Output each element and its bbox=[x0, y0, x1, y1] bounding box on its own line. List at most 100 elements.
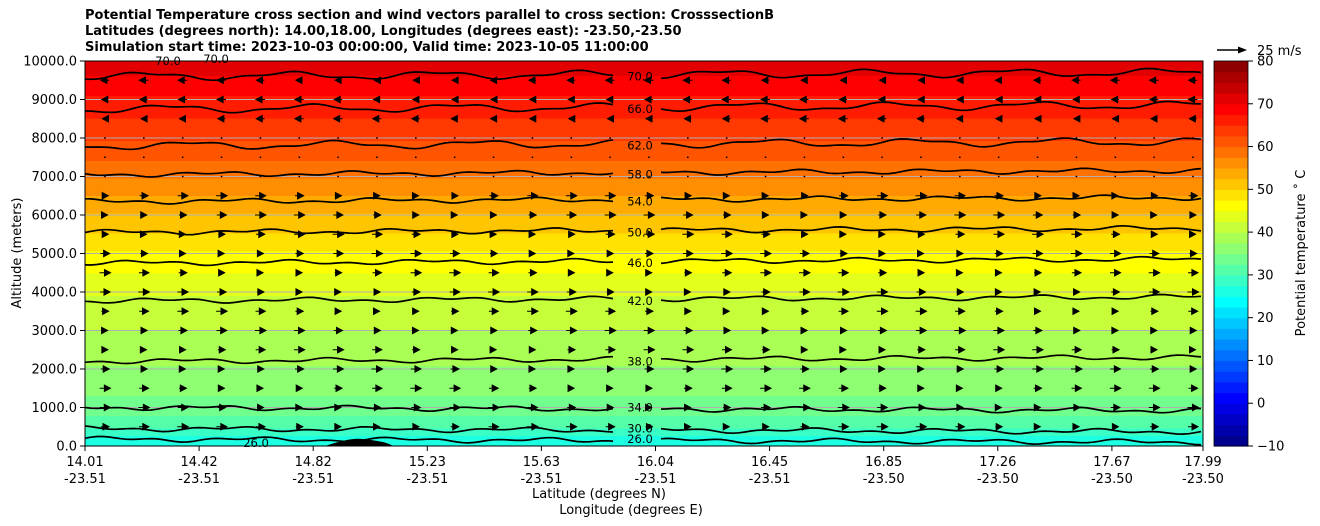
wind-vector bbox=[371, 114, 382, 123]
wind-vector bbox=[181, 156, 184, 159]
wind-vector bbox=[683, 384, 693, 393]
wind-vector bbox=[955, 345, 966, 354]
wind-vector bbox=[684, 307, 692, 316]
field-band bbox=[85, 61, 1203, 65]
wind-vector bbox=[1153, 137, 1156, 139]
wind-vector bbox=[1032, 76, 1042, 85]
wind-vector bbox=[104, 175, 106, 178]
contour-line bbox=[85, 138, 614, 151]
y-tick-label: 0.0 bbox=[56, 440, 77, 455]
wind-vector bbox=[881, 175, 884, 178]
wind-vector bbox=[334, 307, 343, 316]
wind-vector bbox=[994, 364, 1005, 374]
wind-vector bbox=[682, 364, 695, 374]
field-band bbox=[85, 111, 1203, 115]
wind-vector bbox=[1032, 210, 1044, 220]
wind-vector bbox=[101, 326, 109, 335]
wind-vector bbox=[373, 210, 382, 220]
wind-vector bbox=[1071, 76, 1081, 85]
wind-vector bbox=[294, 230, 306, 239]
wind-vector bbox=[645, 307, 654, 316]
colorbar-band bbox=[1214, 82, 1248, 94]
wind-vector bbox=[567, 345, 577, 354]
field-band bbox=[85, 156, 1203, 160]
wind-vector bbox=[216, 307, 229, 316]
wind-vector bbox=[1070, 364, 1083, 374]
wind-vector bbox=[177, 422, 190, 431]
wind-vector bbox=[761, 191, 770, 200]
wind-vector bbox=[800, 422, 810, 431]
wind-vector bbox=[259, 137, 262, 139]
wind-vector bbox=[142, 137, 145, 139]
wind-vector bbox=[217, 384, 226, 393]
wind-vector bbox=[492, 137, 495, 139]
wind-vector bbox=[220, 175, 223, 178]
wind-vector bbox=[1148, 268, 1161, 277]
wind-vector bbox=[803, 175, 806, 178]
chart-title: Potential Temperature cross section and … bbox=[85, 8, 774, 56]
wind-vector bbox=[838, 384, 849, 393]
wind-vector bbox=[410, 384, 423, 393]
wind-vector bbox=[489, 210, 498, 220]
x-tick-label-lat: 15.23 bbox=[409, 455, 446, 470]
wind-vector bbox=[1189, 364, 1198, 374]
field-band bbox=[85, 386, 1203, 390]
wind-vector bbox=[683, 287, 692, 297]
field-band bbox=[85, 418, 1203, 422]
wind-vector bbox=[920, 156, 922, 159]
wind-vector bbox=[217, 403, 227, 412]
wind-vector bbox=[1072, 403, 1081, 412]
y-tick-label: 5000.0 bbox=[32, 247, 78, 262]
field-band bbox=[85, 383, 1203, 387]
contour-label: 70.0 bbox=[627, 69, 653, 83]
wind-vector bbox=[138, 76, 149, 85]
wind-vector bbox=[256, 287, 265, 297]
wind-vector bbox=[255, 307, 267, 316]
wind-vector bbox=[993, 230, 1006, 239]
field-band bbox=[85, 76, 1203, 80]
wind-vector bbox=[1033, 384, 1043, 393]
wind-vector bbox=[373, 191, 381, 200]
wind-vector bbox=[178, 326, 188, 335]
field-band bbox=[85, 431, 1203, 435]
wind-vector bbox=[451, 230, 459, 239]
field-band bbox=[85, 191, 1203, 195]
wind-vector bbox=[878, 230, 886, 239]
wind-vector bbox=[723, 403, 732, 412]
wind-vector bbox=[371, 230, 384, 239]
y-tick-label: 7000.0 bbox=[32, 170, 78, 185]
wind-vector bbox=[1153, 175, 1156, 178]
wind-vector bbox=[489, 191, 499, 200]
wind-vector bbox=[956, 403, 964, 412]
wind-vector bbox=[917, 249, 925, 258]
wind-vector bbox=[721, 345, 733, 354]
wind-vector bbox=[838, 268, 850, 277]
wind-vector bbox=[645, 249, 654, 258]
wind-vector bbox=[218, 268, 226, 277]
wind-vector bbox=[915, 307, 928, 316]
wind-vector bbox=[609, 175, 612, 178]
wind-vector bbox=[527, 76, 536, 85]
wind-vector bbox=[839, 191, 849, 200]
wind-vector bbox=[917, 95, 925, 104]
wind-vector bbox=[294, 326, 306, 335]
wind-vector bbox=[1148, 403, 1161, 412]
field-band bbox=[85, 376, 1203, 380]
colorbar-tick-label: 50 bbox=[1257, 183, 1274, 198]
field-band bbox=[85, 258, 1203, 262]
wind-vector bbox=[1036, 137, 1039, 139]
terrain-shape bbox=[325, 438, 394, 446]
field-band bbox=[85, 331, 1203, 335]
wind-vector bbox=[683, 114, 692, 123]
wind-vector bbox=[140, 210, 148, 220]
field-band bbox=[85, 301, 1203, 305]
wind-vector bbox=[1071, 384, 1083, 393]
wind-vector bbox=[1189, 230, 1197, 239]
wind-vector bbox=[1110, 364, 1122, 374]
field-band bbox=[85, 411, 1203, 415]
wind-vector bbox=[140, 249, 149, 258]
wind-vector bbox=[337, 175, 340, 178]
wind-vector bbox=[100, 249, 111, 258]
wind-vector bbox=[877, 95, 886, 104]
wind-vector bbox=[1032, 345, 1045, 354]
